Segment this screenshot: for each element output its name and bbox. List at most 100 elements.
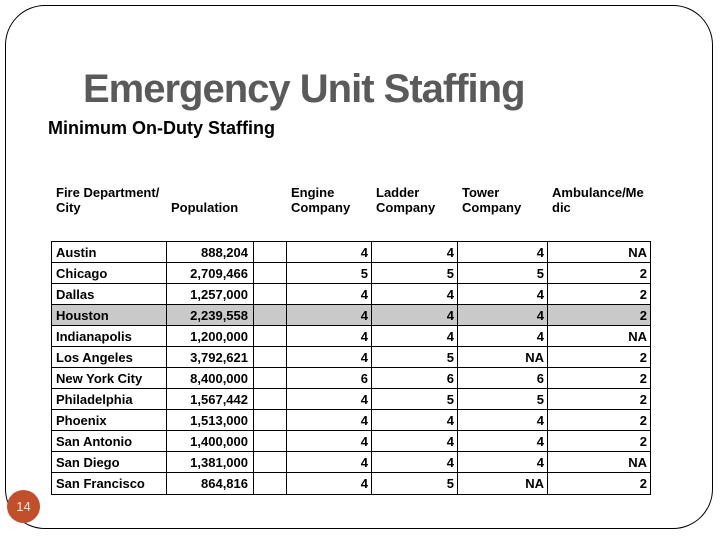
cell-city: New York City: [52, 368, 167, 388]
cell-spacer: [254, 452, 287, 472]
cell-ambulance: 2: [639, 391, 647, 407]
cell-city: Philadelphia: [52, 389, 167, 409]
slide-border: [5, 5, 713, 529]
header-line: City: [56, 200, 81, 215]
cell-population: 1,400,000: [167, 431, 254, 451]
header-fire-department-city: Fire Department/ City: [52, 183, 167, 215]
cell-spacer: [254, 368, 287, 388]
slide-title: Emergency Unit Staffing: [83, 67, 526, 111]
header-ambulance-medic: Ambulance/Me dic: [548, 183, 650, 215]
header-line: dic: [552, 200, 571, 215]
cell-tower: NA: [458, 473, 548, 494]
cell-city: Indianapolis: [52, 326, 167, 346]
cell-population: 1,257,000: [167, 284, 254, 304]
cell-spacer: [254, 473, 287, 494]
cell-tower: 5: [458, 263, 548, 283]
cell-population: 2,239,558: [167, 305, 254, 325]
cell-ladder: 4: [372, 452, 458, 472]
cell-population: 888,204: [167, 242, 254, 262]
table-row: New York City 8,400,000 6 6 6 2: [52, 368, 650, 389]
cell-tower: 6: [458, 368, 548, 388]
header-ladder-company: Ladder Company: [372, 183, 458, 215]
cell-engine: 4: [287, 347, 372, 367]
cell-engine: 4: [287, 410, 372, 430]
cell-city: Phoenix: [52, 410, 167, 430]
page-number: 14: [16, 499, 31, 514]
header-line: Ambulance/Me: [552, 185, 644, 200]
cell-population: 8,400,000: [167, 368, 254, 388]
cell-tower: 4: [458, 452, 548, 472]
cell-engine: 6: [287, 368, 372, 388]
cell-ladder: 5: [372, 347, 458, 367]
cell-population: 1,567,442: [167, 389, 254, 409]
cell-ladder: 4: [372, 326, 458, 346]
cell-ladder: 4: [372, 410, 458, 430]
cell-ladder: 4: [372, 305, 458, 325]
cell-population: 2,709,466: [167, 263, 254, 283]
cell-ladder: 5: [372, 389, 458, 409]
table-row: San Antonio 1,400,000 4 4 4 2: [52, 431, 650, 452]
cell-engine: 4: [287, 431, 372, 451]
cell-ambulance: 2: [639, 349, 647, 365]
cell-city: Austin: [52, 242, 167, 262]
cell-city: San Antonio: [52, 431, 167, 451]
cell-engine: 4: [287, 242, 372, 262]
header-tower-company: Tower Company: [458, 183, 548, 215]
cell-engine: 4: [287, 305, 372, 325]
cell-city: San Diego: [52, 452, 167, 472]
cell-engine: 4: [287, 284, 372, 304]
cell-city: San Francisco: [52, 473, 167, 494]
header-line: Company: [376, 200, 436, 215]
table-row: Phoenix 1,513,000 4 4 4 2: [52, 410, 650, 431]
cell-tower: NA: [458, 347, 548, 367]
cell-spacer: [254, 431, 287, 451]
staffing-table: Austin 888,204 4 4 4 NA Chicago 2,709,46…: [51, 241, 651, 495]
cell-population: 864,816: [167, 473, 254, 494]
slide-subtitle: Minimum On-Duty Staffing: [48, 118, 275, 138]
header-engine-company: Engine Company: [287, 183, 372, 215]
cell-population: 1,513,000: [167, 410, 254, 430]
header-population: Population: [167, 183, 254, 215]
header-line: Fire Department/: [56, 185, 160, 200]
cell-ambulance: NA: [628, 454, 647, 470]
cell-city: Houston: [52, 305, 167, 325]
cell-ladder: 5: [372, 263, 458, 283]
table-row: Los Angeles 3,792,621 4 5 NA 2: [52, 347, 650, 368]
cell-spacer: [254, 305, 287, 325]
table-row: Dallas 1,257,000 4 4 4 2: [52, 284, 650, 305]
cell-engine: 4: [287, 389, 372, 409]
cell-spacer: [254, 347, 287, 367]
cell-population: 1,200,000: [167, 326, 254, 346]
page-number-badge: 14: [7, 490, 40, 523]
cell-population: 1,381,000: [167, 452, 254, 472]
cell-population: 3,792,621: [167, 347, 254, 367]
table-row: Austin 888,204 4 4 4 NA: [52, 242, 650, 263]
cell-spacer: [254, 242, 287, 262]
cell-spacer: [254, 410, 287, 430]
cell-ambulance: NA: [628, 328, 647, 344]
cell-spacer: [254, 326, 287, 346]
cell-ladder: 5: [372, 473, 458, 494]
cell-ambulance: 2: [639, 265, 647, 281]
header-line: Ladder: [376, 185, 420, 200]
table-header-row: Fire Department/ City Population Engine …: [52, 183, 650, 215]
cell-ladder: 6: [372, 368, 458, 388]
cell-tower: 5: [458, 389, 548, 409]
cell-tower: 4: [458, 410, 548, 430]
header-line: Company: [291, 200, 351, 215]
cell-spacer: [254, 389, 287, 409]
cell-ladder: 4: [372, 431, 458, 451]
table-row: Indianapolis 1,200,000 4 4 4 NA: [52, 326, 650, 347]
table-row: Chicago 2,709,466 5 5 5 2: [52, 263, 650, 284]
cell-ambulance: NA: [628, 244, 647, 260]
header-line: Population: [171, 200, 239, 215]
cell-city: Dallas: [52, 284, 167, 304]
cell-engine: 4: [287, 473, 372, 494]
cell-tower: 4: [458, 284, 548, 304]
cell-tower: 4: [458, 305, 548, 325]
cell-tower: 4: [458, 326, 548, 346]
cell-ambulance: 2: [639, 286, 647, 302]
cell-ambulance: 2: [639, 412, 647, 428]
cell-ambulance: 2: [639, 476, 647, 491]
cell-ambulance: 2: [639, 307, 647, 323]
